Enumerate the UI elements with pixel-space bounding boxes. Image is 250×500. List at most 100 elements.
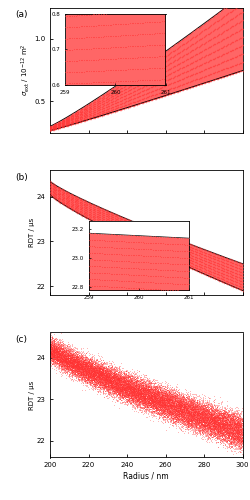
Point [84, 199, 88, 207]
Point [63, 355, 67, 363]
Point [56, 362, 60, 370]
Point [133, 384, 137, 392]
Point [224, 435, 228, 443]
Point [138, 387, 141, 395]
Point [178, 400, 182, 407]
Point [167, 404, 171, 412]
Point [220, 425, 224, 433]
Point [146, 382, 150, 390]
Point [86, 372, 89, 380]
Point [65, 201, 69, 209]
Point [219, 408, 223, 416]
Point [93, 366, 97, 374]
Point [218, 254, 222, 262]
Point [133, 374, 137, 382]
Point [56, 354, 60, 362]
Point [206, 420, 210, 428]
Point [213, 61, 217, 69]
Point [218, 424, 222, 432]
Point [211, 420, 215, 428]
Point [237, 436, 241, 444]
Point [114, 384, 117, 392]
Point [140, 386, 144, 394]
Point [158, 402, 162, 410]
Point [166, 408, 170, 416]
Point [121, 382, 125, 390]
Point [152, 400, 156, 408]
Point [91, 370, 95, 378]
Point [130, 384, 134, 392]
Point [240, 266, 244, 274]
Point [168, 407, 172, 415]
Point [126, 397, 130, 405]
Point [49, 186, 53, 194]
Point [126, 383, 130, 391]
Point [163, 409, 167, 417]
Point [177, 401, 181, 409]
Point [213, 414, 217, 422]
Point [227, 420, 231, 428]
Point [188, 416, 192, 424]
Point [53, 352, 57, 360]
Point [117, 383, 121, 391]
Point [115, 86, 119, 94]
Point [76, 348, 80, 356]
Point [184, 418, 188, 426]
Point [184, 400, 188, 408]
Point [238, 434, 242, 442]
Point [98, 376, 102, 384]
Point [188, 402, 192, 409]
Point [125, 392, 129, 400]
Point [178, 395, 182, 403]
Point [132, 388, 136, 396]
Point [134, 387, 138, 395]
Point [119, 102, 123, 110]
Point [103, 379, 107, 387]
Point [55, 354, 59, 362]
Point [228, 48, 232, 56]
Point [109, 374, 113, 382]
Point [185, 404, 189, 412]
Point [131, 394, 135, 402]
Point [218, 414, 222, 422]
Point [189, 406, 193, 413]
Point [152, 400, 156, 408]
Point [148, 381, 152, 389]
Point [73, 356, 77, 364]
Point [234, 426, 238, 434]
Point [214, 426, 218, 434]
Point [168, 394, 172, 402]
Point [118, 373, 122, 381]
Point [157, 400, 161, 408]
Point [166, 399, 170, 407]
Point [157, 394, 161, 402]
Point [79, 358, 83, 366]
Point [126, 392, 130, 400]
Point [91, 378, 95, 386]
Point [148, 401, 152, 409]
Point [147, 380, 151, 388]
Point [225, 425, 229, 433]
Point [62, 352, 66, 360]
Point [162, 412, 166, 420]
Point [71, 368, 75, 376]
Point [111, 384, 115, 392]
Point [62, 346, 66, 354]
Point [114, 82, 118, 90]
Point [236, 434, 240, 442]
Point [237, 434, 241, 442]
Point [79, 109, 83, 117]
Point [82, 360, 86, 368]
Point [57, 360, 61, 368]
Point [211, 260, 215, 268]
Point [48, 346, 52, 354]
Point [130, 390, 134, 398]
Point [97, 362, 101, 370]
Point [142, 394, 146, 402]
Point [50, 126, 54, 134]
Point [118, 382, 122, 390]
Point [220, 424, 224, 432]
Point [210, 406, 214, 413]
Point [132, 73, 136, 81]
Point [193, 402, 197, 410]
